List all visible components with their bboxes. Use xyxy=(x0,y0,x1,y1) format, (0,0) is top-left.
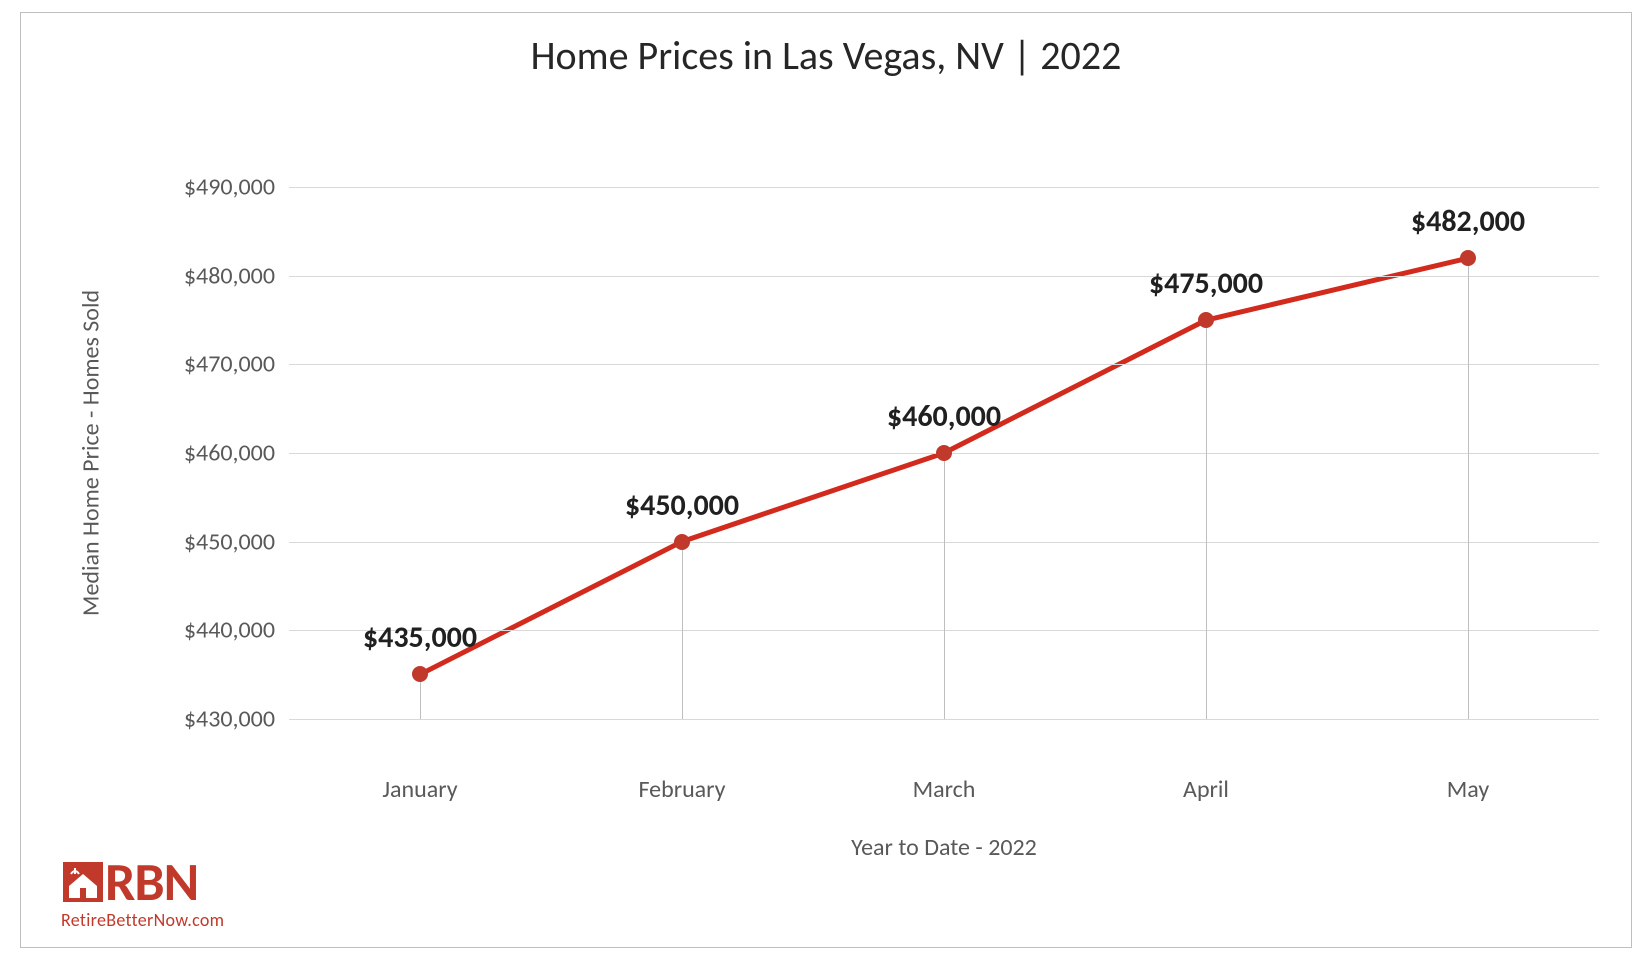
chart-title: Home Prices in Las Vegas, NV | 2022 xyxy=(21,31,1631,80)
logo-main-text: RBN xyxy=(105,855,198,909)
logo: RBN RetireBetterNow.com xyxy=(61,855,224,929)
x-tick-label: February xyxy=(638,763,725,804)
y-tick-label: $450,000 xyxy=(184,527,289,556)
y-tick-label: $470,000 xyxy=(184,350,289,379)
data-label: $482,000 xyxy=(1411,203,1525,240)
data-label: $450,000 xyxy=(625,487,739,524)
plot-area: $430,000$440,000$450,000$460,000$470,000… xyxy=(289,143,1599,763)
x-tick-label: January xyxy=(382,763,457,804)
x-tick-label: April xyxy=(1183,763,1229,804)
y-tick-label: $490,000 xyxy=(184,173,289,202)
y-tick-label: $460,000 xyxy=(184,439,289,468)
chart-frame: Home Prices in Las Vegas, NV | 2022 $430… xyxy=(20,12,1632,948)
logo-text: RBN xyxy=(61,855,224,909)
drop-line xyxy=(1468,258,1469,719)
x-axis-label: Year to Date - 2022 xyxy=(851,833,1037,862)
gridline xyxy=(289,719,1599,720)
drop-line xyxy=(944,453,945,719)
y-tick-label: $430,000 xyxy=(184,704,289,733)
data-marker xyxy=(1460,250,1476,266)
y-axis-label: Median Home Price - Homes Sold xyxy=(77,290,106,616)
data-marker xyxy=(936,445,952,461)
data-label: $435,000 xyxy=(363,619,477,656)
house-icon xyxy=(61,860,105,904)
data-marker xyxy=(674,534,690,550)
y-tick-label: $440,000 xyxy=(184,616,289,645)
data-marker xyxy=(412,666,428,682)
data-label: $475,000 xyxy=(1149,265,1263,302)
y-tick-label: $480,000 xyxy=(184,261,289,290)
x-tick-label: May xyxy=(1447,763,1489,804)
gridline xyxy=(289,276,1599,277)
gridline xyxy=(289,364,1599,365)
data-marker xyxy=(1198,312,1214,328)
drop-line xyxy=(1206,320,1207,719)
data-label: $460,000 xyxy=(887,398,1001,435)
drop-line xyxy=(682,542,683,719)
x-tick-label: March xyxy=(913,763,976,804)
logo-subtext: RetireBetterNow.com xyxy=(61,911,224,929)
gridline xyxy=(289,187,1599,188)
